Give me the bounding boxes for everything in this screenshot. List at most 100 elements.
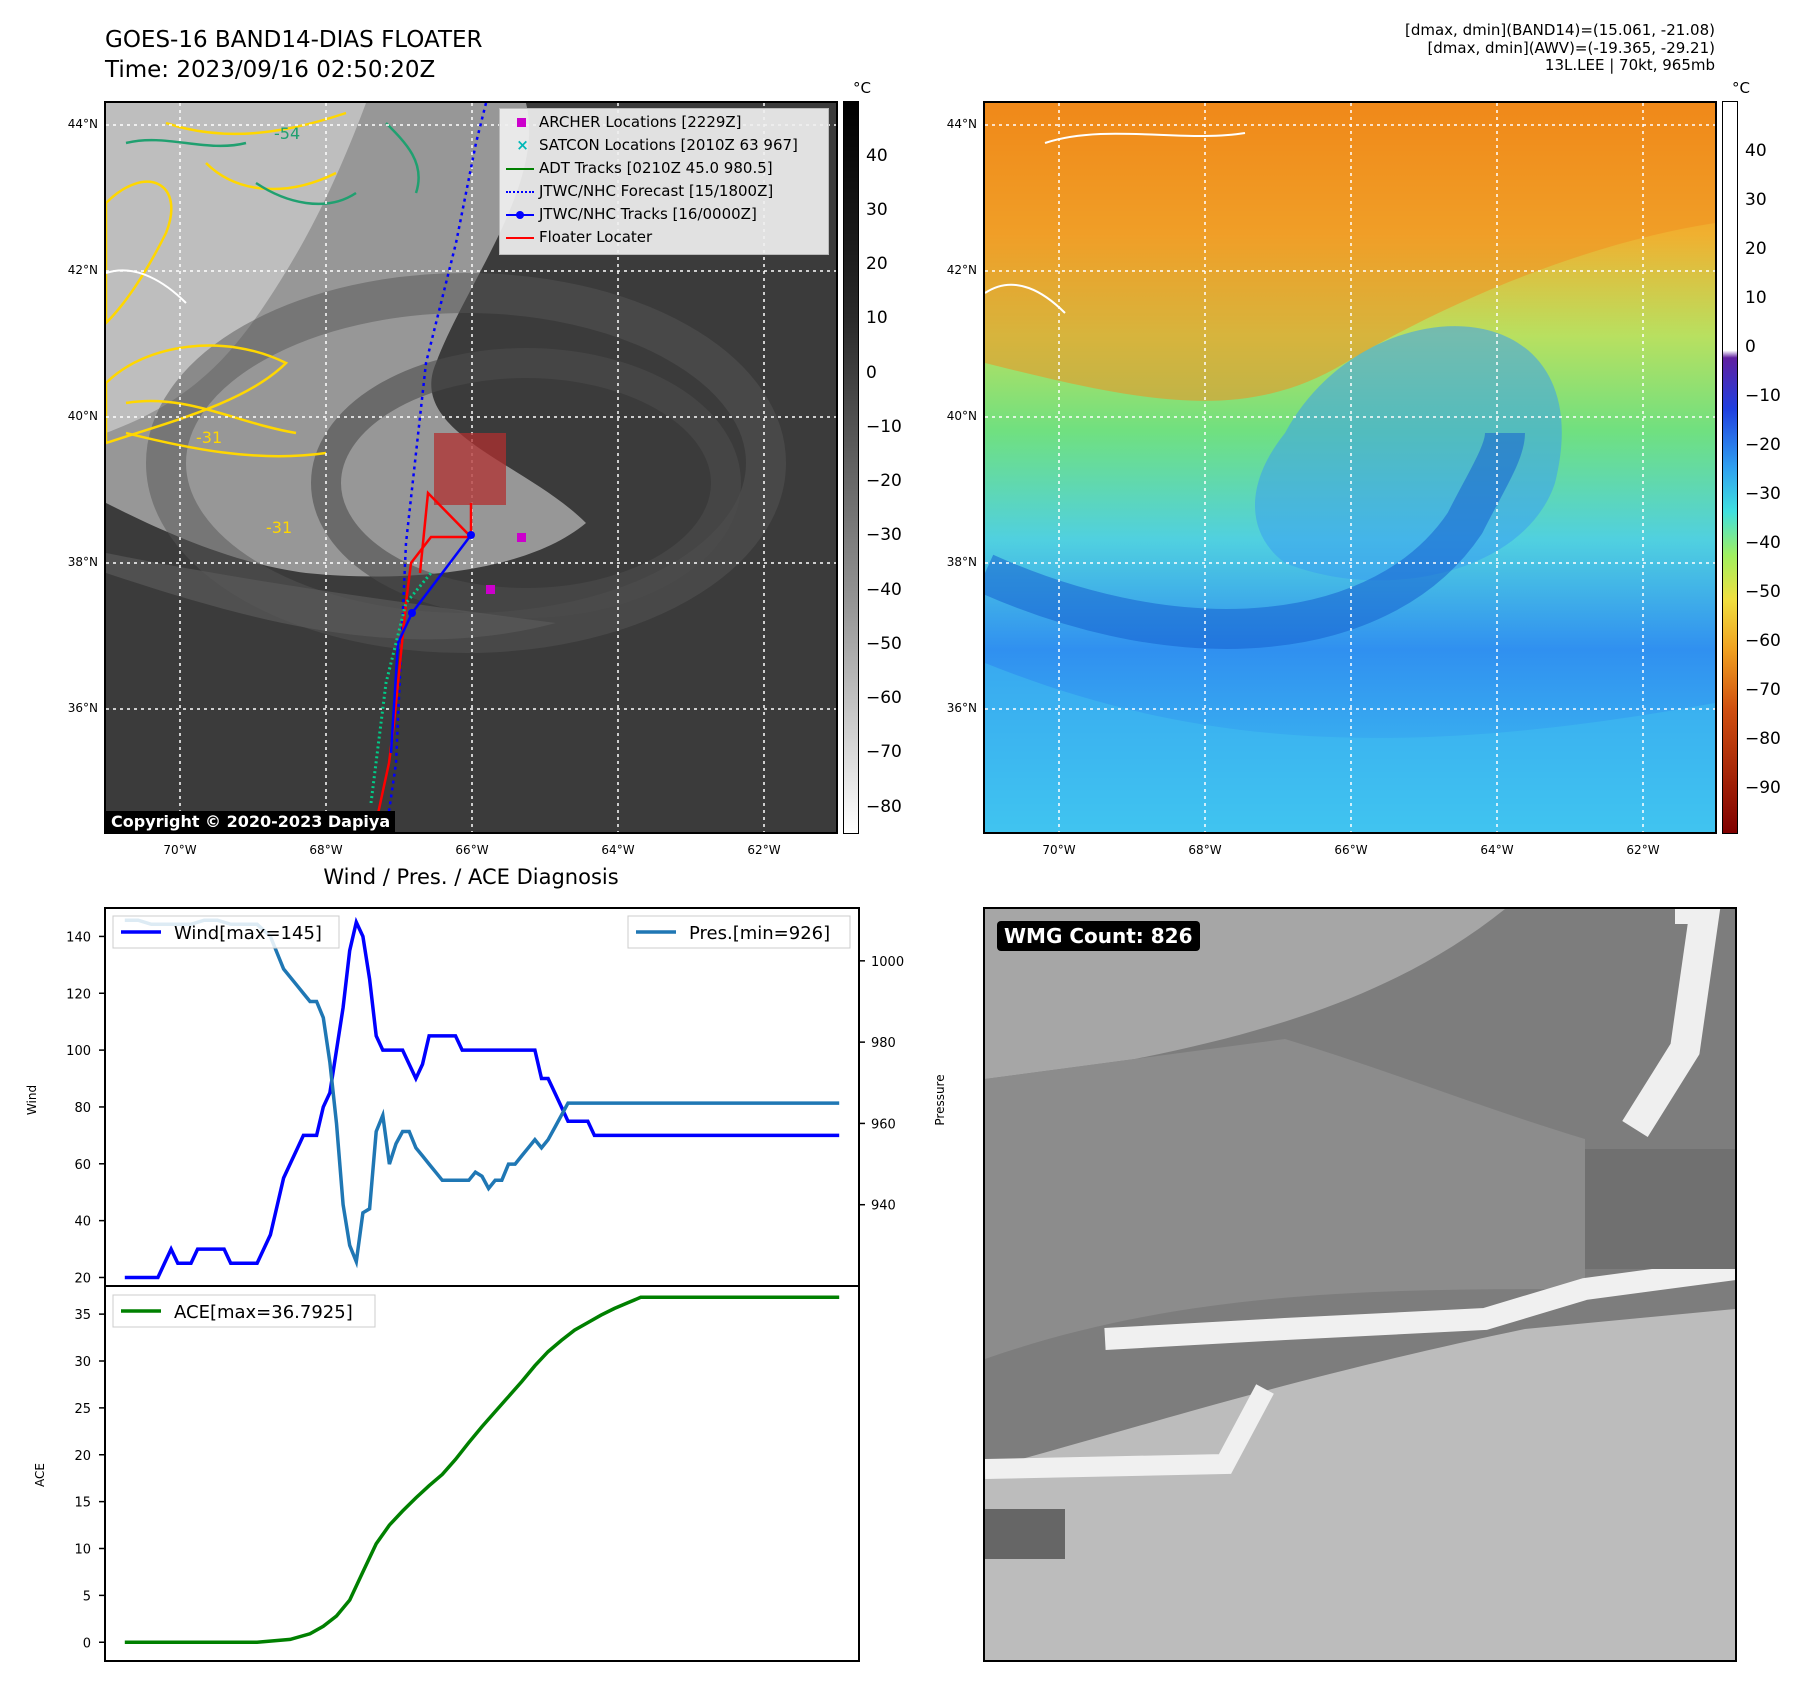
axis-tick-label: 0 bbox=[83, 1636, 91, 1651]
ir-colorbar-unit: °C bbox=[853, 79, 871, 97]
ir-cbar-tick: 40 bbox=[866, 146, 888, 166]
ir-cbar-tick: −40 bbox=[866, 580, 902, 600]
ir-contour-label-2: -31 bbox=[196, 428, 222, 447]
ir-legend: ARCHER Locations [2229Z] × SATCON Locatio… bbox=[499, 108, 829, 255]
wind-series-line bbox=[124, 916, 840, 1280]
ir-cbar-tick: −70 bbox=[866, 742, 902, 762]
wmg-count-badge: WMG Count: 826 bbox=[997, 921, 1200, 951]
wmg-panel[interactable]: WMG Count: 826 bbox=[983, 907, 1737, 1662]
axis-tick-label: 5 bbox=[83, 1589, 91, 1604]
legend-forecast-label: JTWC/NHC Forecast [15/1800Z] bbox=[539, 182, 774, 200]
forecast-track bbox=[384, 103, 488, 832]
axis-tick-label: 140 bbox=[66, 930, 91, 945]
wind-y-ticks: 140 120 100 80 60 40 20 bbox=[66, 930, 105, 1286]
ir-contour-label-1: -54 bbox=[274, 124, 300, 143]
tracks-line-icon bbox=[506, 210, 534, 219]
wv-cbar-tick: −90 bbox=[1745, 778, 1781, 798]
wv-colorbar bbox=[1722, 101, 1738, 834]
pressure-axis-label: Pressure bbox=[933, 1074, 947, 1125]
ir-map-panel[interactable]: -54 -31 -31 ARCHER Locations [2229Z] × SA… bbox=[104, 101, 838, 834]
axis-tick-label: 1000 bbox=[871, 955, 904, 970]
ir-contour-yellow-2 bbox=[125, 111, 347, 458]
ace-y-ticks: 35 30 25 20 15 10 5 0 bbox=[74, 1308, 105, 1651]
ir-lat-label: 38°N bbox=[67, 555, 98, 569]
axis-tick-label: 40 bbox=[74, 1215, 91, 1230]
archer-point bbox=[517, 533, 526, 542]
axis-tick-label: 60 bbox=[74, 1158, 91, 1173]
wv-lat-label: 44°N bbox=[946, 117, 977, 131]
wmg-dark-patch bbox=[985, 1509, 1065, 1559]
legend-archer-label: ARCHER Locations [2229Z] bbox=[539, 113, 742, 131]
wmg-mid-region bbox=[985, 1039, 1585, 1359]
wv-dry-region bbox=[985, 103, 1715, 401]
wv-cbar-tick: −10 bbox=[1745, 386, 1781, 406]
wmg-bright-band bbox=[1104, 1258, 1735, 1350]
ir-cbar-tick: 10 bbox=[866, 308, 888, 328]
satcon-track bbox=[369, 572, 433, 804]
wv-cbar-tick: 30 bbox=[1745, 190, 1767, 210]
axis-tick-label: 980 bbox=[871, 1036, 896, 1051]
ace-series-line bbox=[124, 1295, 840, 1645]
nhc-track-point bbox=[467, 531, 475, 539]
info-awv-range: [dmax, dmin](AWV)=(-19.365, -29.21) bbox=[1427, 38, 1715, 57]
ir-cbar-tick: 20 bbox=[866, 254, 888, 274]
ir-lat-label: 40°N bbox=[67, 409, 98, 423]
wv-cbar-tick: 40 bbox=[1745, 141, 1767, 161]
pressure-legend-label: Pres.[min=926] bbox=[689, 923, 830, 944]
axis-tick-label: 80 bbox=[74, 1101, 91, 1116]
wmg-bright-band-3 bbox=[1622, 909, 1721, 1137]
ace-legend-label: ACE[max=36.7925] bbox=[174, 1302, 353, 1323]
axis-tick-label: 120 bbox=[66, 987, 91, 1002]
wv-cbar-tick: −50 bbox=[1745, 582, 1781, 602]
wind-legend-label: Wind[max=145] bbox=[174, 923, 322, 944]
wv-cbar-tick: −40 bbox=[1745, 533, 1781, 553]
wmg-bright-band-2 bbox=[985, 1384, 1274, 1479]
nhc-track bbox=[389, 534, 472, 754]
wv-cbar-tick: 0 bbox=[1745, 337, 1756, 357]
ir-lon-label: 70°W bbox=[163, 843, 197, 857]
wv-lon-label: 66°W bbox=[1334, 843, 1368, 857]
wmg-dark-patch-2 bbox=[1585, 1149, 1735, 1269]
ir-cbar-tick: 30 bbox=[866, 200, 888, 220]
wv-lon-label: 64°W bbox=[1480, 843, 1514, 857]
wv-lower-band bbox=[985, 663, 1715, 832]
wmg-svg bbox=[985, 909, 1735, 1660]
adt-line-icon bbox=[506, 167, 534, 170]
floater-box bbox=[434, 433, 506, 505]
ir-cbar-tick: 0 bbox=[866, 363, 877, 383]
wv-lon-label: 70°W bbox=[1042, 843, 1076, 857]
pres-y-ticks: 1000 980 960 940 bbox=[859, 955, 904, 1214]
wv-cbar-tick: −20 bbox=[1745, 435, 1781, 455]
legend-satcon: × SATCON Locations [2010Z 63 967] bbox=[506, 136, 798, 154]
wv-lon-label: 62°W bbox=[1626, 843, 1660, 857]
figure-time: Time: 2023/09/16 02:50:20Z bbox=[105, 57, 436, 83]
wv-cbar-tick: 20 bbox=[1745, 239, 1767, 259]
wv-lat-label: 40°N bbox=[946, 409, 977, 423]
ir-lat-label: 42°N bbox=[67, 263, 98, 277]
ir-lower-band bbox=[106, 553, 556, 640]
axis-tick-label: 35 bbox=[74, 1308, 91, 1323]
legend-floater-label: Floater Locater bbox=[539, 228, 653, 246]
archer-marker-icon bbox=[517, 118, 526, 127]
wmg-light-region bbox=[985, 909, 1505, 1079]
ir-cbar-tick: −30 bbox=[866, 525, 902, 545]
wv-cbar-tick: −60 bbox=[1745, 631, 1781, 651]
pressure-series-line bbox=[124, 918, 840, 1269]
ir-contour-yellow bbox=[106, 180, 289, 445]
wv-gridlines bbox=[985, 103, 1715, 832]
ir-lon-label: 68°W bbox=[309, 843, 343, 857]
forecast-line-icon bbox=[506, 190, 534, 193]
ir-contour-green bbox=[125, 122, 420, 206]
wv-moist-band bbox=[985, 431, 1525, 649]
ir-lon-label: 64°W bbox=[601, 843, 635, 857]
ir-lon-label: 66°W bbox=[455, 843, 489, 857]
ir-cbar-tick: −50 bbox=[866, 634, 902, 654]
info-storm: 13L.LEE | 70kt, 965mb bbox=[1544, 56, 1715, 74]
wv-lon-label: 68°W bbox=[1188, 843, 1222, 857]
legend-adt: ADT Tracks [0210Z 45.0 980.5] bbox=[506, 159, 773, 177]
ace-frame bbox=[104, 1285, 860, 1662]
wv-map-panel[interactable] bbox=[983, 101, 1717, 834]
floater-locater-track bbox=[372, 503, 473, 832]
axis-tick-label: 10 bbox=[74, 1543, 91, 1558]
